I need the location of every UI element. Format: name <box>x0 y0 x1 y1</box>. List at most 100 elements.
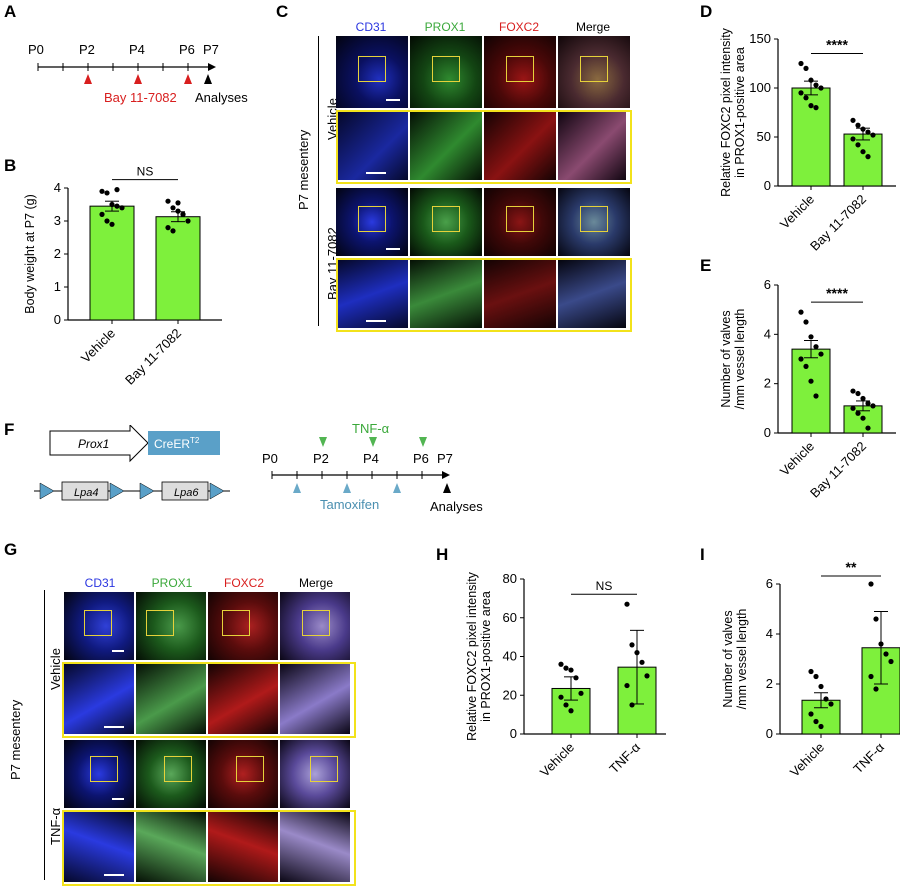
data-point <box>883 651 889 657</box>
y-axis-label: Body weight at P7 (g) <box>23 194 37 314</box>
y-tick-label: 2 <box>766 676 773 691</box>
y-tick-label: 0 <box>766 726 773 741</box>
tick-p6: P6 <box>413 451 429 466</box>
data-point <box>808 378 814 384</box>
y-tick-label: 0 <box>764 425 771 440</box>
lpa4-label: Lpa4 <box>74 487 98 499</box>
data-point <box>818 85 824 91</box>
tick-p4: P4 <box>363 451 379 466</box>
data-point <box>868 581 874 587</box>
col-cd31: CD31 <box>84 576 116 590</box>
micrograph-merge-zoom <box>558 112 626 180</box>
micrograph-merge <box>558 188 630 256</box>
y-tick-label: 6 <box>766 576 773 591</box>
data-point <box>175 208 181 214</box>
chart-e: 0 2 4 6 Number of valves/mm vessel length Veh… <box>719 277 896 501</box>
data-point <box>798 309 804 315</box>
data-point <box>855 122 861 128</box>
row-vehicle: Vehicle <box>48 648 63 690</box>
micrograph-cd31-zoom <box>64 664 134 734</box>
micrograph-merge <box>558 36 630 108</box>
panel-label-c: C <box>276 2 289 21</box>
treatment-marker <box>184 74 192 84</box>
y-tick-label: 2 <box>764 376 771 391</box>
micrograph-cd31 <box>64 740 134 808</box>
data-point <box>104 190 110 196</box>
tick-p2: P2 <box>79 42 95 57</box>
tnf-label: TNF-α <box>352 421 390 436</box>
y-tick-label: 40 <box>503 649 517 664</box>
micrograph-prox1-zoom <box>410 260 482 328</box>
data-point <box>185 218 191 224</box>
data-point <box>850 117 856 123</box>
panel-label-g: G <box>4 540 18 559</box>
data-point <box>873 616 879 622</box>
significance-label: NS <box>137 165 154 179</box>
y-tick-label: 60 <box>503 610 517 625</box>
y-axis-label: /mm vessel length <box>735 609 749 710</box>
col-cd31: CD31 <box>355 20 387 34</box>
y-tick-label: 1 <box>54 279 61 294</box>
x-tick-label: Vehicle <box>537 740 577 780</box>
micrograph-foxc2-zoom <box>208 812 278 882</box>
x-tick-label: Vehicle <box>78 326 118 366</box>
data-point <box>165 198 171 204</box>
data-point <box>860 126 866 132</box>
data-point <box>813 105 819 111</box>
data-point <box>855 142 861 148</box>
tick-p4: P4 <box>129 42 145 57</box>
treatment-label: Bay 11-7082 <box>104 90 177 105</box>
x-tick-label: TNF-α <box>850 739 887 776</box>
data-point <box>568 667 574 673</box>
y-tick-label: 4 <box>54 180 61 195</box>
data-point <box>573 675 579 681</box>
tick-p2: P2 <box>313 451 329 466</box>
col-foxc2: FOXC2 <box>223 576 264 590</box>
chart-d: 0 50 100 150 Relative FOXC2 pixel intensity i… <box>719 27 896 254</box>
bar <box>155 216 201 321</box>
micrograph-foxc2-zoom <box>484 112 556 180</box>
tnf-marker <box>369 437 377 447</box>
y-tick-label: 80 <box>503 571 517 586</box>
data-point <box>865 400 871 406</box>
tick-p7: P7 <box>203 42 219 57</box>
micrograph-merge <box>280 592 350 660</box>
data-point <box>114 203 120 209</box>
data-point <box>109 221 115 227</box>
data-point <box>803 363 809 369</box>
micrograph-prox1 <box>136 592 206 660</box>
x-tick-label: Vehicle <box>777 192 817 232</box>
micrograph-cd31 <box>336 188 408 256</box>
data-point <box>563 665 569 671</box>
data-point <box>813 718 819 725</box>
data-point <box>855 410 861 416</box>
zoom-frame <box>336 110 632 184</box>
micrograph-foxc2 <box>484 36 556 108</box>
tamoxifen-marker <box>393 483 401 493</box>
micrograph-foxc2-zoom <box>484 260 556 328</box>
col-merge: Merge <box>575 20 610 34</box>
y-tick-label: 20 <box>503 687 517 702</box>
data-point <box>873 686 879 692</box>
col-prox1: PROX1 <box>424 20 466 34</box>
data-point <box>170 228 176 234</box>
prox1-label: Prox1 <box>78 437 109 451</box>
tnf-marker <box>319 437 327 447</box>
panel-label-b: B <box>4 156 17 175</box>
micrograph-prox1 <box>410 188 482 256</box>
timeline-f: TNF-α P0 P2 P4 P6 P7 Tamoxifen Analyses <box>262 421 483 514</box>
analysis-marker <box>443 483 451 493</box>
data-point <box>865 129 871 135</box>
data-point <box>860 395 866 402</box>
data-point <box>634 650 640 656</box>
timeline-a: P0 P2 P4 P6 P7 Bay 11-7082 Analyses <box>28 42 248 105</box>
row-tnf: TNF-α <box>48 807 63 845</box>
data-point <box>813 393 819 399</box>
y-axis-label: Number of valves <box>721 610 735 707</box>
treatment-marker <box>84 74 92 84</box>
x-tick-label: Bay 11-7082 <box>807 439 869 501</box>
y-axis-label: in PROX1-positive area <box>479 591 493 722</box>
data-point <box>808 77 814 83</box>
zoom-frame <box>62 662 356 738</box>
micrograph-merge-zoom <box>280 664 350 734</box>
